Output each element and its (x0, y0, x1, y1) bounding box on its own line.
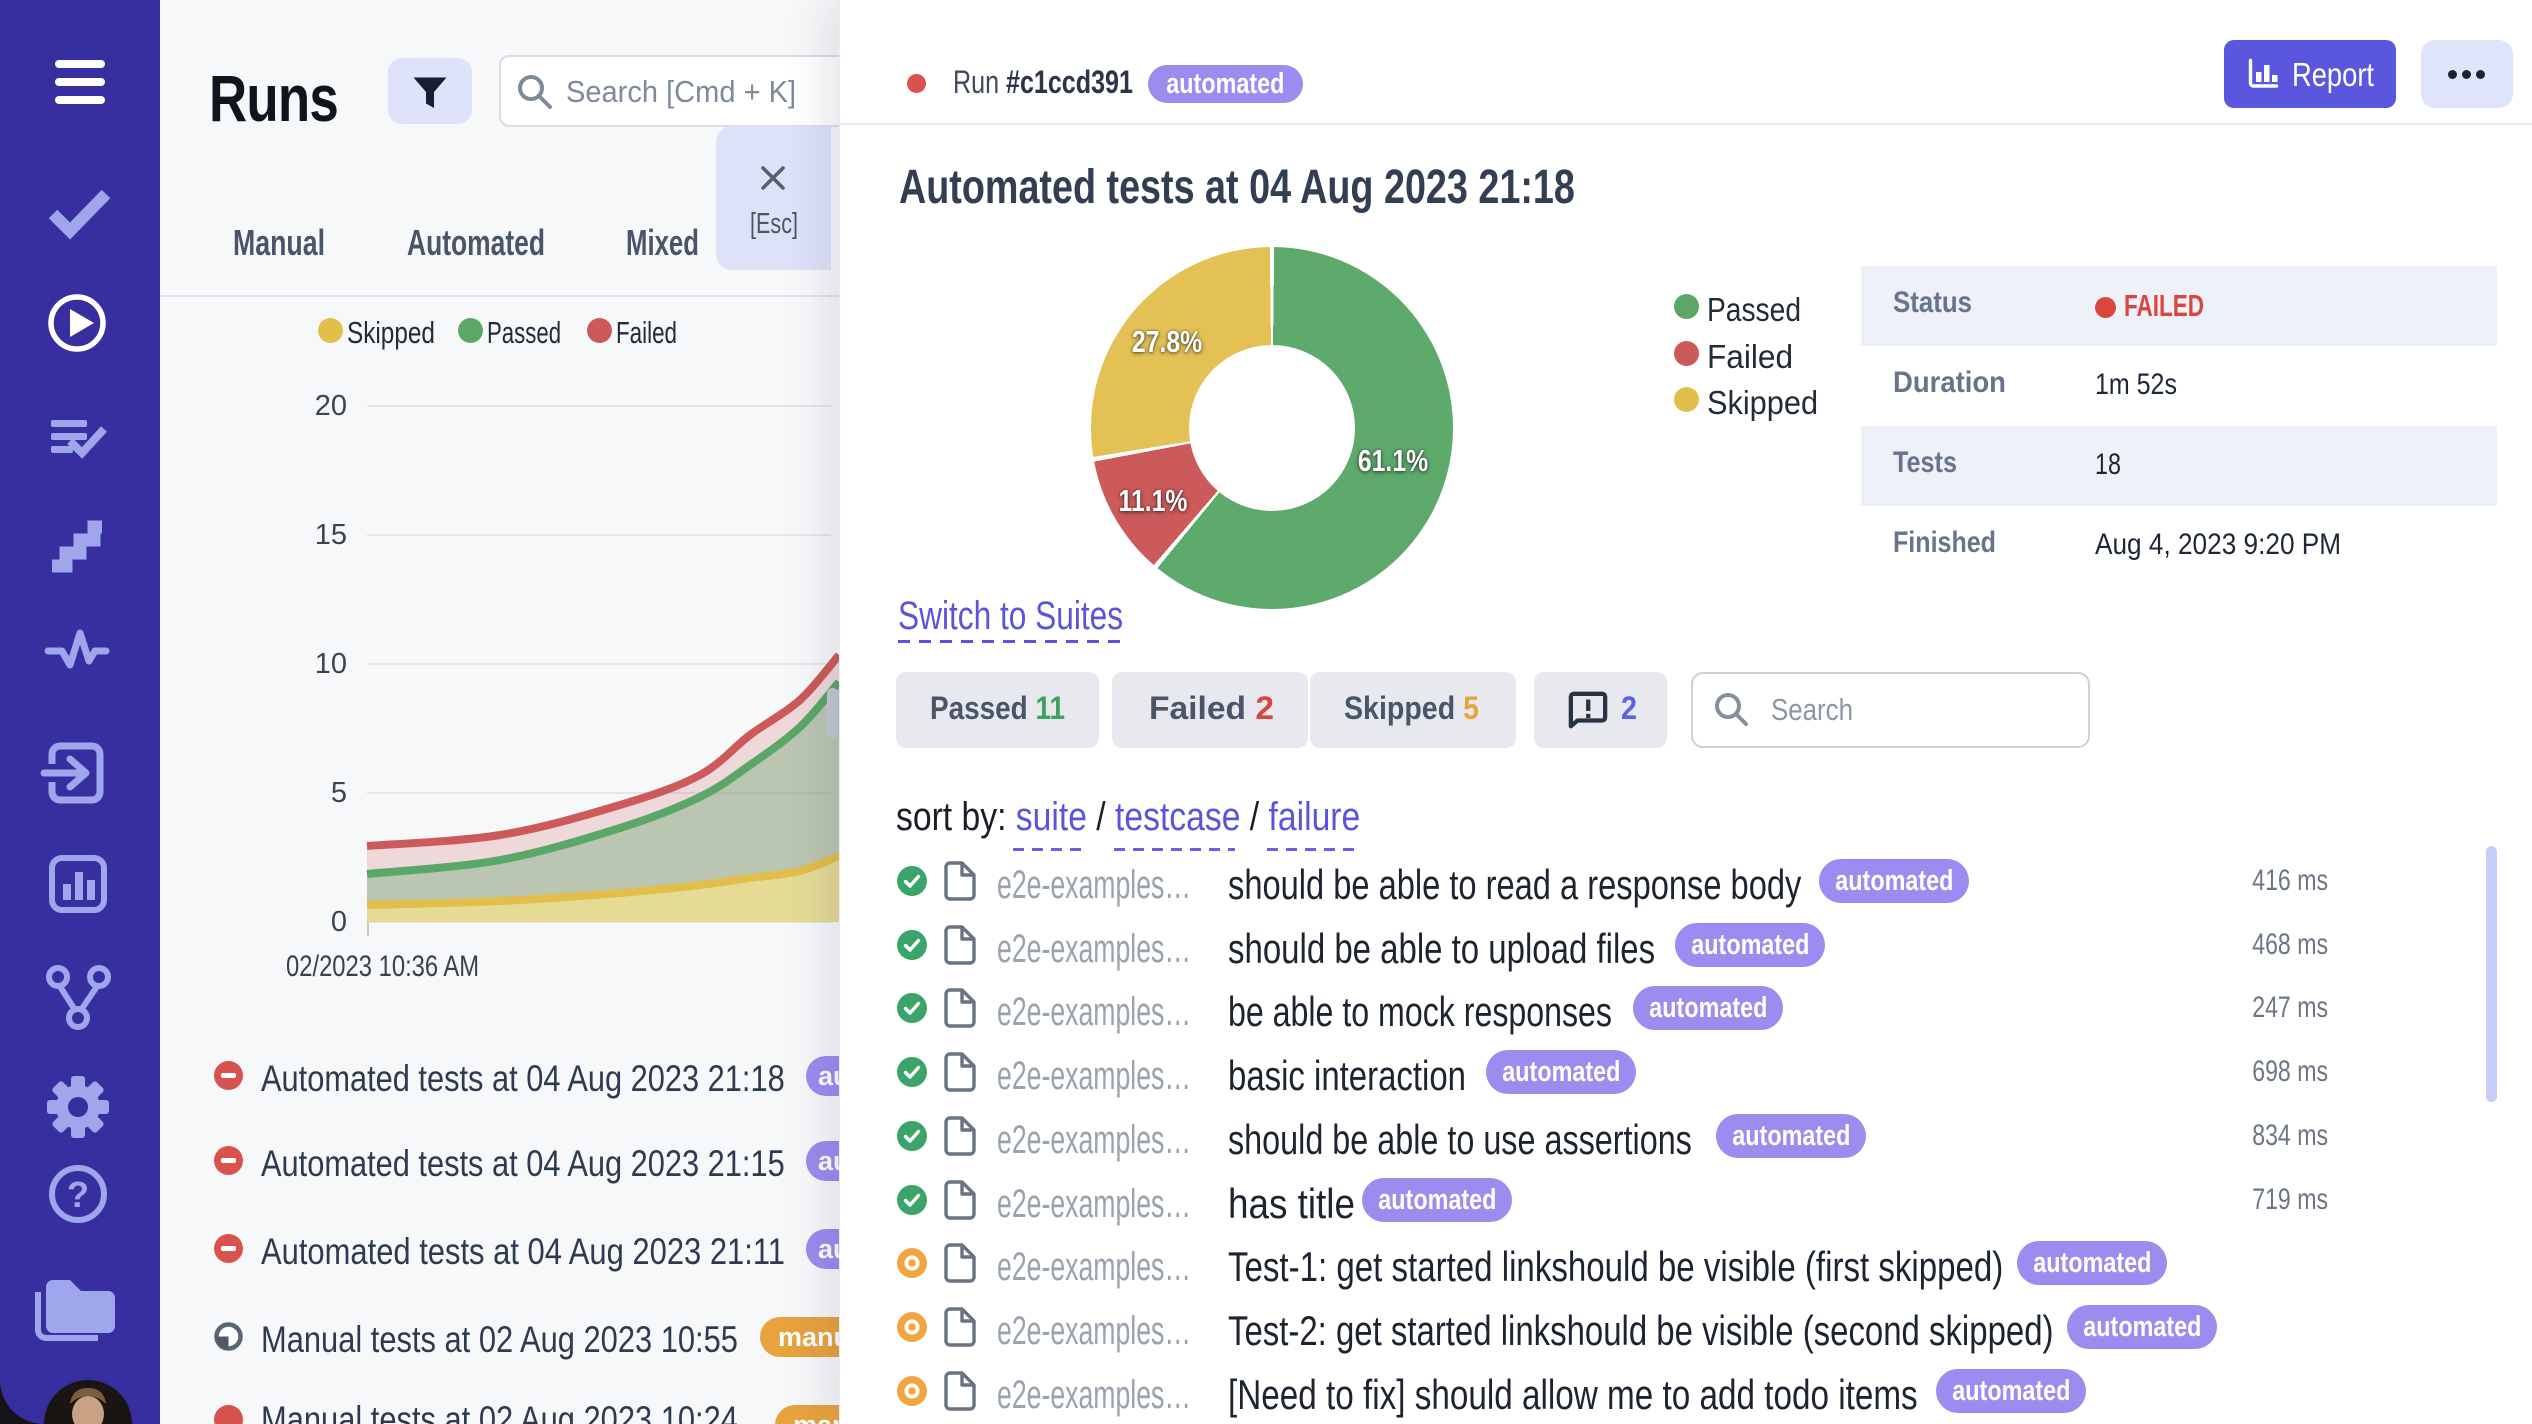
svg-text:?: ? (67, 1174, 89, 1215)
